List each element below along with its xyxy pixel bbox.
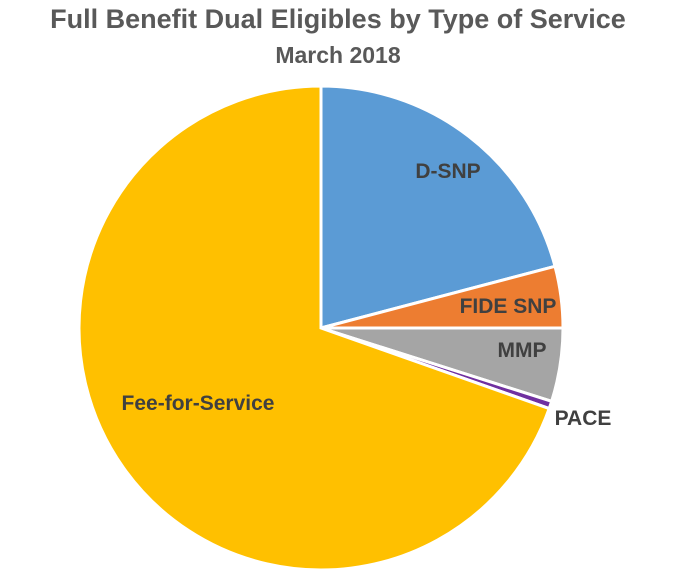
slice-label: PACE xyxy=(555,407,612,430)
chart-title: Full Benefit Dual Eligibles by Type of S… xyxy=(50,4,626,34)
chart-subtitle: March 2018 xyxy=(275,42,401,68)
slice-label: FIDE SNP xyxy=(460,295,557,318)
slice-label: D-SNP xyxy=(415,160,480,183)
pie-slice-fee-for-service xyxy=(77,84,552,572)
slice-label: Fee-for-Service xyxy=(122,392,275,415)
slice-label: MMP xyxy=(498,339,547,362)
pie-slice-d-snp xyxy=(319,84,557,330)
